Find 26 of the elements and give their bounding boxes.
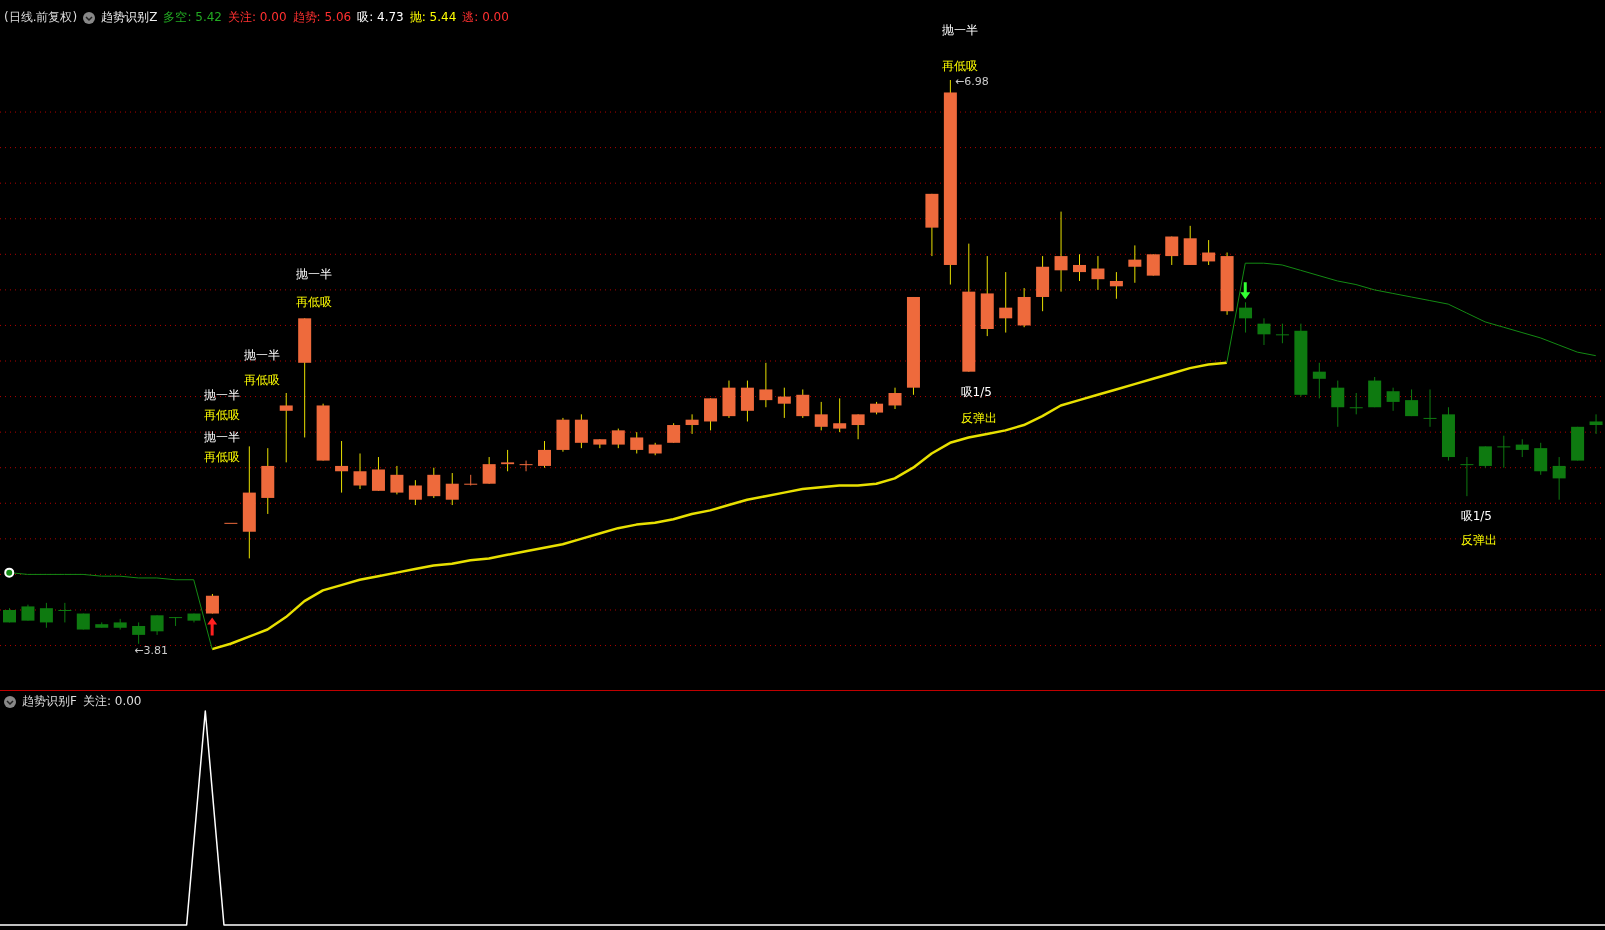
annotation: 再低吸 — [204, 408, 241, 423]
annotation: 抛一半 — [204, 430, 241, 445]
annotation: 抛: 5.44 — [409, 9, 457, 26]
annotation: 反弹出 — [1460, 533, 1497, 548]
annotation: 再低吸 — [296, 295, 333, 310]
annotation: 反弹出 — [960, 410, 997, 425]
annotation: 关注: 0.00 — [228, 9, 287, 26]
annotation: 吸: 4.73 — [357, 9, 404, 26]
annotation: 抛一半 — [942, 23, 979, 38]
chart-title: 趋势识别F — [22, 693, 77, 710]
annotation: 再低吸 — [243, 373, 280, 388]
text: 关注: 0.00 — [82, 693, 142, 710]
annotation: 吸1/5 — [960, 384, 992, 399]
annotation: 再低吸 — [204, 450, 241, 465]
annotation: ←3.81 — [134, 643, 169, 657]
text: 趋势识别Z — [101, 9, 158, 26]
annotation: 抛一半 — [296, 267, 333, 282]
annotation: 抛一半 — [243, 348, 280, 363]
annotation: 抛一半 — [204, 388, 241, 403]
annotation: 再低吸 — [942, 59, 979, 74]
annotation: 逃: 0.00 — [462, 9, 509, 26]
annotation: 吸1/5 — [1460, 509, 1492, 524]
annotation: ←6.98 — [955, 75, 989, 89]
annotation: 多空: 5.42 — [163, 9, 222, 26]
annotation: 趋势: 5.06 — [292, 9, 352, 26]
annotation: (日线.前复权) — [4, 9, 78, 26]
